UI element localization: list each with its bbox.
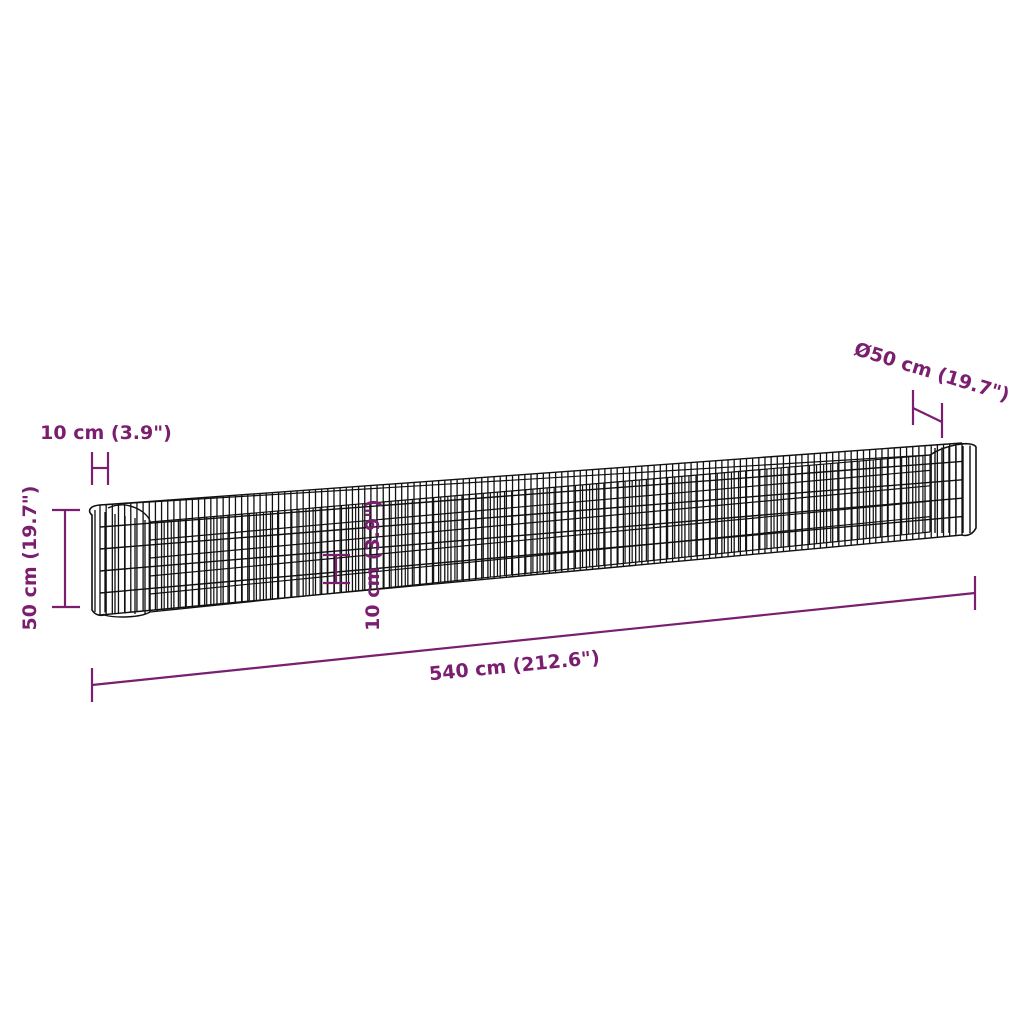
mesh-wire (149, 516, 931, 595)
mesh-wire (149, 454, 931, 523)
height-dimension-line (52, 508, 80, 609)
left-end-curve (88, 504, 105, 617)
length-dimension-line (90, 576, 977, 702)
gabion-planter-drawing (88, 442, 977, 618)
right-end-curve (929, 443, 977, 537)
mesh-wire (99, 460, 963, 528)
mesh-wire (99, 515, 963, 594)
mesh-top-dimension-line (90, 452, 110, 485)
length-label: 540 cm (212.6") (428, 647, 601, 686)
mesh-wire (99, 497, 963, 572)
mesh-top-label: 10 cm (3.9") (40, 422, 172, 444)
mesh-wire (99, 534, 963, 616)
left-end-curve (103, 504, 151, 618)
mesh-inner-dimension-line (323, 553, 350, 585)
height-label: 50 cm (19.7") (19, 486, 41, 631)
mesh-inner-label: 10 cm (3.9") (362, 499, 384, 631)
mesh-wire (99, 442, 963, 506)
mesh-wire (149, 469, 931, 541)
mesh-wire (99, 479, 963, 550)
dimension-lines (52, 390, 977, 702)
diameter-label: Ø50 cm (19.7") (852, 338, 1012, 406)
diameter-dimension-line (911, 390, 944, 438)
mesh-wire (149, 485, 931, 559)
top-rim (99, 454, 931, 506)
mesh-wire (149, 500, 931, 577)
